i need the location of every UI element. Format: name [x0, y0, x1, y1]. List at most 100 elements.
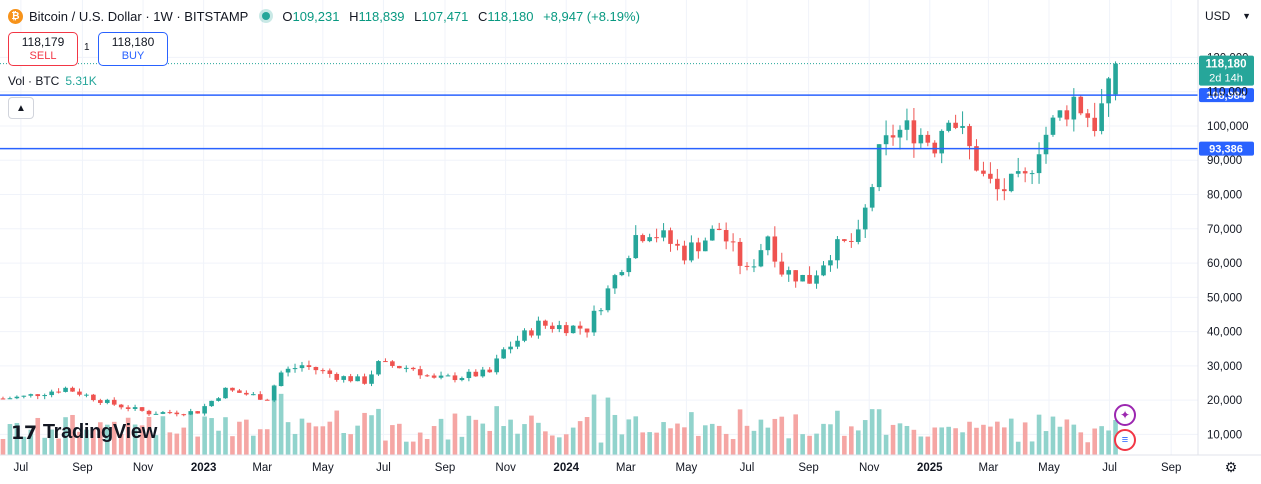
time-tick-label: Mar	[252, 462, 272, 474]
candle-body	[842, 239, 847, 241]
volume-bar	[21, 436, 27, 455]
volume-legend[interactable]: Vol · BTC 5.31K	[8, 74, 97, 88]
time-tick-label: Mar	[616, 462, 636, 474]
candle-body	[626, 258, 632, 273]
candle-body	[779, 261, 785, 275]
candle-body	[160, 412, 166, 414]
volume-bar	[904, 425, 910, 455]
candle-body	[1085, 113, 1091, 118]
volume-bar	[988, 426, 993, 455]
volume-bar	[480, 423, 486, 455]
candle-body	[104, 399, 110, 403]
volume-bar	[0, 438, 6, 455]
horizontal-line-label: 93,386	[1209, 144, 1243, 156]
candle-body	[1008, 173, 1014, 192]
volume-bar	[647, 432, 652, 455]
volume-bar	[1106, 430, 1111, 455]
time-axis[interactable]: Jul Sep Nov 2023 Mar May Jul Sep Nov 2024 Mar May Ju…	[0, 454, 1261, 474]
candle-body	[897, 129, 903, 138]
volume-bar	[772, 418, 778, 455]
price-axis[interactable]: 10,000 20,000 30,000 40,000 50,000 60,000 70,0…	[0, 0, 1254, 455]
candle-body	[633, 235, 639, 259]
candle-body	[855, 229, 861, 242]
volume-bar	[779, 416, 785, 455]
candle-body	[689, 242, 694, 261]
candle-body	[1071, 96, 1077, 120]
volume-bar	[1085, 442, 1091, 455]
candle-body	[1057, 110, 1063, 118]
change-value: +8,947 (+8.19%)	[543, 8, 640, 24]
volume-bar	[216, 430, 221, 455]
us-flag-icon[interactable]: ≡	[1114, 429, 1136, 451]
volume-bar	[855, 430, 861, 455]
volume-bar	[237, 421, 242, 455]
candle-body	[1029, 173, 1035, 175]
volume-bar	[195, 436, 200, 455]
candle-body	[918, 134, 924, 144]
currency-selector[interactable]: USD ▼	[1201, 5, 1255, 27]
candle-body	[696, 242, 701, 252]
sell-button[interactable]: 118,179 SELL	[8, 32, 78, 66]
time-tick-label: Sep	[72, 462, 92, 474]
volume-bar	[869, 409, 875, 455]
volume-bar	[63, 417, 68, 455]
volume-bar	[285, 422, 291, 455]
candle-body	[501, 349, 506, 359]
buy-label: BUY	[121, 50, 145, 62]
volume-bar	[292, 433, 298, 455]
candle-body	[619, 272, 625, 276]
sparkle-icon[interactable]: ✦	[1114, 404, 1136, 426]
candle-body	[98, 400, 103, 403]
volume-bar	[181, 427, 187, 455]
chevron-up-icon[interactable]: ▲	[8, 97, 34, 119]
candle-body	[0, 398, 6, 400]
volume-bar	[362, 412, 367, 455]
time-tick-label: May	[676, 462, 698, 474]
candle-body	[883, 135, 889, 145]
candle-body	[355, 376, 360, 382]
volume-bar	[536, 422, 541, 455]
candle-body	[793, 270, 798, 282]
volume-bar	[42, 437, 48, 455]
candle-body	[174, 412, 180, 415]
tradingview-logo[interactable]: 17 TradingView	[11, 421, 157, 444]
candle-body	[313, 366, 319, 371]
volume-bar	[390, 425, 395, 455]
candle-body	[876, 144, 882, 188]
candle-body	[758, 250, 764, 267]
candle-body	[438, 375, 444, 378]
candle-body	[1113, 63, 1118, 95]
horizontal-lines[interactable]: 108,984 93,386	[0, 88, 1254, 156]
candle-body	[981, 170, 986, 174]
volume-bar	[737, 409, 743, 455]
buy-button[interactable]: 118,180 BUY	[98, 32, 168, 66]
volume-bar	[890, 424, 896, 455]
volume-bar	[849, 426, 854, 455]
volume-bar	[230, 436, 235, 455]
time-tick-label: Jul	[14, 462, 29, 474]
candle-body	[828, 260, 833, 266]
candle-body	[814, 275, 819, 284]
candle-body	[737, 241, 743, 266]
candle-body	[42, 395, 48, 397]
volume-bar	[828, 424, 833, 455]
volume-bar	[1064, 419, 1070, 455]
candle-body	[111, 399, 117, 405]
volume-bar	[842, 435, 847, 455]
volume-bar	[424, 438, 430, 455]
volume-bar	[633, 416, 639, 455]
price-tick-label: 30,000	[1207, 361, 1242, 373]
candle-body	[390, 361, 395, 366]
symbol-title[interactable]: Bitcoin / U.S. Dollar · 1W · BITSTAMP	[29, 8, 249, 24]
chevron-down-icon: ▼	[1242, 11, 1251, 21]
volume-bar	[696, 435, 701, 455]
volume-bar	[932, 427, 938, 455]
volume-bar	[974, 427, 979, 455]
volume-bar	[668, 428, 673, 455]
candle-body	[237, 390, 242, 393]
candle-body	[591, 310, 597, 333]
volume-bar	[1029, 441, 1035, 455]
gear-icon[interactable]: ⚙	[1224, 458, 1238, 475]
volume-bar	[709, 423, 715, 455]
